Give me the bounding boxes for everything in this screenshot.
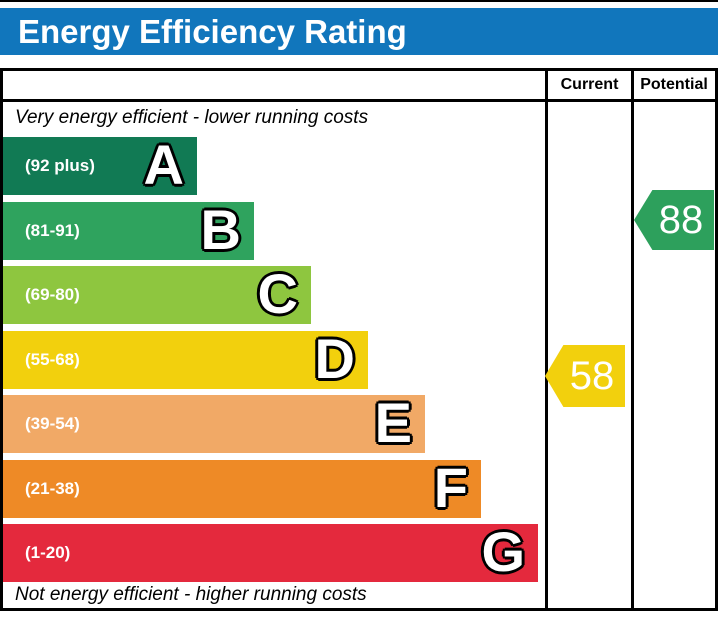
potential-rating-value: 88	[658, 198, 704, 242]
band-bar-A: (92 plus) A	[3, 132, 197, 196]
band-range-label: (55-68)	[25, 349, 80, 369]
band-bar-C: (69-80) C	[3, 261, 311, 325]
band-letter: G	[481, 519, 525, 583]
band-letter: F	[433, 455, 468, 519]
band-range-label: (92 plus)	[25, 156, 95, 175]
header-row-divider	[3, 99, 715, 102]
band-range-label: (69-80)	[25, 285, 80, 304]
band-letter: D	[314, 326, 355, 390]
band-range-label: (1-20)	[25, 543, 71, 562]
band-letter: C	[257, 261, 298, 325]
bottom-note: Not energy efficient - higher running co…	[15, 584, 367, 605]
band-bar-D: (55-68) D	[3, 326, 368, 390]
band-range-label: (39-54)	[25, 414, 80, 433]
title-banner: Energy Efficiency Rating	[0, 8, 718, 55]
potential-column-header: Potential	[640, 76, 708, 93]
top-border-line	[0, 0, 718, 2]
band-letter: B	[200, 197, 241, 261]
current-rating-value: 58	[569, 354, 615, 398]
current-rating-arrow: 58	[545, 345, 625, 407]
band-letter: E	[374, 390, 412, 454]
potential-column-divider	[631, 71, 634, 608]
band-bar-G: (1-20) G	[3, 519, 538, 583]
band-letter: A	[143, 132, 184, 196]
band-bar-B: (81-91) B	[3, 197, 254, 261]
band-range-label: (81-91)	[25, 220, 80, 240]
band-bar-F: (21-38) F	[3, 455, 481, 519]
page-title: Energy Efficiency Rating	[18, 12, 407, 50]
top-note: Very energy efficient - lower running co…	[15, 107, 369, 128]
rating-table: Current Potential Very energy efficient …	[0, 68, 718, 611]
potential-rating-arrow: 88	[634, 190, 714, 250]
band-range-label: (21-38)	[25, 478, 80, 498]
current-column-header: Current	[560, 76, 619, 93]
band-bar-E: (39-54) E	[3, 390, 425, 454]
current-column-divider	[545, 71, 548, 608]
